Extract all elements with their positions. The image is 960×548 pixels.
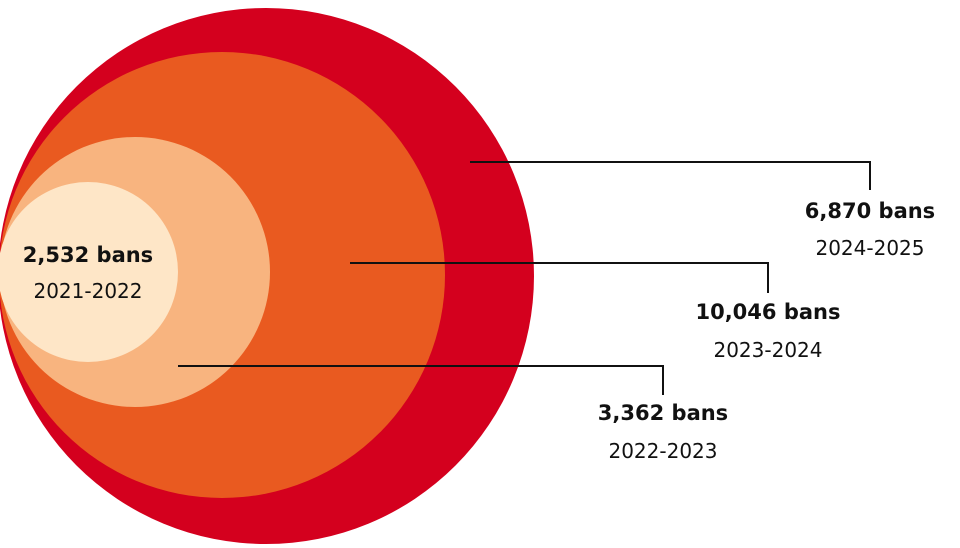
value-label-2023-2024: 10,046 bans	[695, 300, 840, 324]
period-label-2021-2022: 2021-2022	[33, 279, 142, 303]
value-label-2022-2023: 3,362 bans	[598, 401, 728, 425]
leader-line-2024-2025	[470, 161, 871, 190]
period-label-2023-2024: 2023-2024	[713, 338, 822, 362]
leader-line-2022-2023	[178, 365, 664, 395]
circle-2021-2022	[0, 182, 178, 362]
value-label-2024-2025: 6,870 bans	[805, 199, 935, 223]
period-label-2024-2025: 2024-2025	[815, 236, 924, 260]
leader-line-2023-2024	[350, 262, 769, 293]
period-label-2022-2023: 2022-2023	[608, 439, 717, 463]
value-label-2021-2022: 2,532 bans	[23, 243, 153, 267]
